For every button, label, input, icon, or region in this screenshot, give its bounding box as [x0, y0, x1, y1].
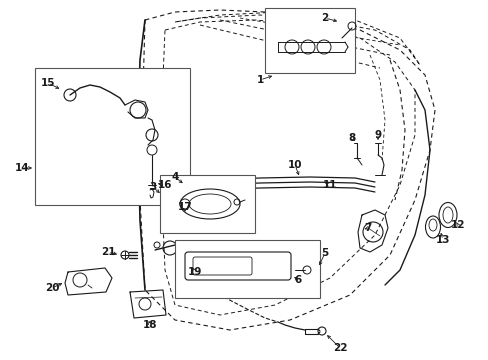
Text: 1: 1: [256, 75, 263, 85]
Text: 21: 21: [101, 247, 115, 257]
FancyBboxPatch shape: [184, 252, 290, 280]
Text: 16: 16: [158, 180, 172, 190]
Text: 11: 11: [322, 180, 337, 190]
Text: 22: 22: [332, 343, 346, 353]
Bar: [175, 240, 319, 298]
Text: 7: 7: [364, 223, 371, 233]
Bar: [35, 68, 190, 205]
Text: 2: 2: [321, 13, 328, 23]
Bar: [264, 8, 354, 73]
Text: 9: 9: [374, 130, 381, 140]
Text: 10: 10: [287, 160, 302, 170]
Text: 3: 3: [149, 182, 156, 192]
Text: 8: 8: [347, 133, 355, 143]
Text: 6: 6: [294, 275, 301, 285]
Bar: [160, 175, 254, 233]
Text: 14: 14: [15, 163, 29, 173]
Text: 17: 17: [177, 202, 192, 212]
Text: 5: 5: [321, 248, 328, 258]
Text: 12: 12: [450, 220, 464, 230]
Text: 18: 18: [142, 320, 157, 330]
Text: 19: 19: [187, 267, 202, 277]
Text: 13: 13: [435, 235, 449, 245]
Text: 4: 4: [171, 172, 178, 182]
Text: 15: 15: [41, 78, 55, 88]
FancyBboxPatch shape: [193, 257, 251, 275]
Text: 20: 20: [45, 283, 59, 293]
